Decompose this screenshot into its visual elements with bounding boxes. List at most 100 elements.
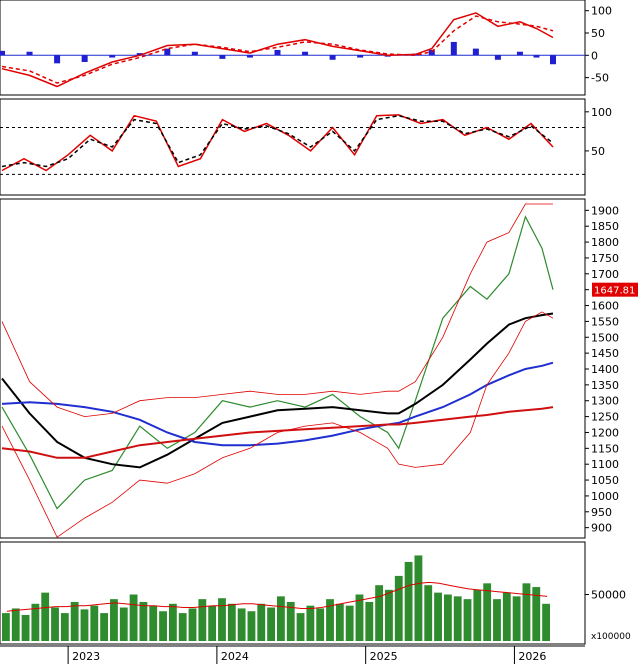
- macd-histogram-bar: [219, 55, 226, 59]
- price-y-tick-label: 1050: [591, 474, 619, 487]
- volume-bar: [149, 605, 158, 641]
- price-y-tick-label: 1550: [591, 315, 619, 328]
- macd-histogram-bar: [550, 55, 556, 65]
- volume-bar: [188, 608, 197, 641]
- volume-bar: [267, 607, 275, 641]
- macd-histogram-bar: [329, 55, 336, 60]
- volume-bar: [90, 605, 99, 641]
- price-y-tick-label: 1700: [591, 268, 619, 281]
- macd-histogram-bar: [533, 55, 540, 58]
- macd-series-line: [1, 15, 554, 84]
- price-y-tick-label: 1100: [591, 458, 619, 471]
- volume-bar: [159, 611, 167, 641]
- volume-bar: [80, 609, 89, 641]
- macd-histogram-bar: [274, 49, 281, 56]
- macd-histogram-bar: [450, 41, 457, 56]
- volume-bar: [483, 583, 492, 641]
- volume-bar: [51, 607, 59, 641]
- stochastic-panel: 100 50: [0, 106, 612, 175]
- volume-bar: [257, 603, 266, 641]
- price-y-tick-label: 1500: [591, 331, 619, 344]
- macd-histogram-bar: [109, 55, 116, 58]
- volume-bar: [60, 613, 69, 641]
- volume-bar: [453, 596, 462, 641]
- price-y-tick-label: 1750: [591, 252, 619, 265]
- volume-bar: [110, 599, 118, 641]
- price-y-tick-label: 1200: [591, 426, 619, 439]
- volume-bar: [414, 555, 423, 641]
- volume-bar: [11, 608, 20, 641]
- volume-bar: [394, 575, 403, 641]
- volume-bar: [168, 603, 177, 641]
- volume-bar: [178, 613, 187, 641]
- macd-histogram-bar: [516, 51, 523, 56]
- volume-bar: [129, 594, 138, 641]
- volume-panel: 50000 x100000: [2, 555, 631, 642]
- volume-bar: [345, 605, 354, 641]
- macd-panel: 100 50 0 -50: [0, 5, 612, 88]
- last-price-badge: [592, 282, 638, 297]
- price-y-tick-label: 1300: [591, 395, 619, 408]
- volume-bar: [277, 596, 285, 641]
- volume-bar: [208, 605, 217, 641]
- time-axis: 2023 2024 2025 2026: [67, 646, 546, 664]
- macd-histogram-bar: [302, 51, 309, 56]
- volume-bar: [335, 603, 344, 641]
- price-y-tick-label: 1600: [591, 300, 619, 313]
- volume-bar: [316, 608, 325, 641]
- stochastic-series-line: [1, 114, 554, 172]
- volume-bar: [286, 601, 295, 641]
- volume-bar: [375, 585, 384, 641]
- volume-bar: [21, 614, 30, 641]
- volume-bar: [2, 613, 10, 641]
- volume-bar: [502, 592, 511, 641]
- price-series-price: [1, 215, 554, 510]
- price-series-bb_lower: [1, 311, 554, 538]
- volume-bar: [493, 599, 501, 641]
- volume-bar: [139, 601, 148, 641]
- price-series-ma_black: [1, 312, 554, 469]
- volume-bar: [326, 599, 334, 641]
- macd-y-tick-label: 50: [591, 27, 605, 40]
- price-panel: 1900185018001750170016501600155015001450…: [1, 203, 638, 538]
- macd-histogram-bar: [428, 49, 435, 56]
- price-y-tick-label: 950: [591, 506, 612, 519]
- volume-bar: [385, 589, 393, 641]
- volume-bar: [434, 592, 442, 641]
- volume-bar: [218, 598, 226, 641]
- stochastic-series-line: [1, 114, 554, 168]
- price-y-tick-label: 1900: [591, 204, 619, 217]
- volume-bar: [424, 585, 433, 641]
- volume-bar: [247, 611, 256, 641]
- price-series-bb_upper: [1, 203, 553, 418]
- x-tick-label: 2024: [221, 650, 249, 663]
- price-panel-frame: [0, 198, 586, 539]
- macd-histogram-bar: [164, 48, 171, 56]
- volume-bar: [355, 594, 364, 641]
- volume-bar: [237, 608, 246, 641]
- volume-bar: [296, 613, 305, 641]
- price-y-tick-label: 1250: [591, 411, 619, 424]
- last-price-label: 1647.81: [594, 286, 635, 297]
- macd-panel-frame: [0, 0, 586, 96]
- price-series-ma_red: [1, 406, 554, 459]
- macd-histogram-bar: [472, 48, 479, 56]
- volume-bar: [542, 603, 550, 641]
- price-y-tick-label: 1400: [591, 363, 619, 376]
- volume-bar: [100, 613, 109, 641]
- volume-bar: [404, 561, 413, 641]
- volume-bar: [522, 583, 531, 641]
- price-y-tick-label: 1150: [591, 442, 619, 455]
- stochastic-y-tick-label: 50: [591, 145, 605, 158]
- volume-bar: [512, 596, 521, 641]
- volume-bar: [365, 601, 374, 641]
- volume-bar: [532, 587, 541, 641]
- macd-histogram-bar: [136, 53, 143, 56]
- volume-bar: [463, 599, 472, 641]
- volume-bar: [443, 594, 452, 641]
- x-tick-label: 2026: [518, 650, 546, 663]
- macd-histogram-bar: [26, 51, 33, 56]
- volume-bar: [306, 605, 315, 641]
- price-y-tick-label: 1800: [591, 236, 619, 249]
